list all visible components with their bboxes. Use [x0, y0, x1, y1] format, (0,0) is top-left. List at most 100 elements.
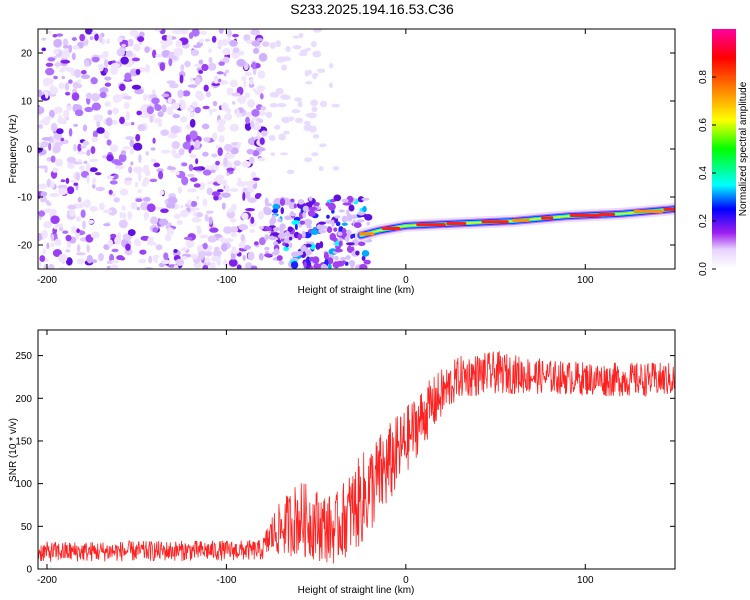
spectrogram-burst-blob: [358, 241, 366, 247]
spectrogram-noise-blob: [281, 56, 292, 62]
spectrogram-noise-blob: [137, 172, 142, 182]
spectrogram-burst-blob: [297, 199, 305, 205]
spectrogram-noise-blob: [258, 226, 264, 230]
snr-ytick-label: 200: [15, 394, 32, 405]
spectrogram-noise-blob: [211, 191, 221, 197]
spectrogram-noise-blob: [230, 232, 238, 238]
spectrogram-burst-blob: [282, 242, 287, 247]
spectrogram-noise-blob: [304, 157, 313, 163]
spectrogram-noise-blob: [190, 253, 198, 260]
spectrogram-noise-blob: [221, 102, 229, 112]
spectrogram-noise-blob: [229, 79, 238, 88]
spectrogram-noise-blob: [265, 111, 273, 119]
spectrogram-noise-blob: [193, 63, 202, 67]
spectrogram-noise-blob: [224, 143, 233, 152]
spectrogram-noise-blob: [58, 226, 64, 232]
spectrogram-noise-blob: [101, 51, 108, 59]
spectrogram-noise-blob: [95, 186, 105, 192]
spectrogram-noise-blob: [57, 184, 68, 190]
spectrogram-noise-blob: [218, 29, 224, 35]
spectrogram-noise-blob: [187, 173, 195, 177]
colorbar-tick-label: 0.4: [698, 166, 709, 180]
spectrogram-burst-blob: [361, 255, 366, 261]
spectrogram-burst-blob: [301, 230, 306, 238]
spectrogram-noise-blob: [238, 223, 249, 231]
spectrogram-noise-blob: [102, 209, 113, 214]
spectrogram-noise-blob: [204, 257, 211, 264]
spectrogram-noise-blob: [177, 186, 183, 194]
spectrogram-noise-blob: [216, 257, 221, 267]
spectrogram-noise-blob: [225, 69, 230, 74]
spectrogram-burst-blob: [340, 256, 347, 261]
spectrogram-noise-blob: [46, 30, 52, 35]
spectrogram-noise-blob: [129, 148, 134, 155]
spectrogram-noise-blob: [224, 238, 234, 243]
spectrogram-noise-blob: [53, 226, 58, 230]
spectrogram-noise-blob: [92, 177, 96, 185]
spectrogram-noise-blob: [74, 69, 81, 78]
spectrogram-burst-blob: [331, 209, 335, 214]
spectrogram-noise-blob: [143, 211, 150, 219]
spectrogram-noise-blob: [226, 167, 235, 172]
spectrogram-burst-blob: [361, 250, 370, 257]
spectrogram-noise-blob: [198, 69, 204, 74]
spectrogram-noise-blob: [160, 129, 170, 137]
spectrogram-noise-blob: [213, 195, 219, 201]
spectrogram-noise-blob: [86, 175, 90, 184]
spectrogram-noise-blob: [91, 102, 102, 111]
spectrogram-noise-blob: [215, 160, 220, 166]
spectrogram-noise-blob: [254, 193, 261, 200]
spectrogram-noise-blob: [48, 263, 55, 269]
spectrogram-noise-blob: [231, 246, 237, 254]
spectrogram-noise-blob: [59, 69, 65, 73]
spectrogram-noise-blob: [167, 54, 177, 59]
spectrogram-noise-blob: [243, 34, 251, 42]
spectrogram-noise-blob: [60, 179, 66, 183]
spectrogram-noise-blob: [79, 33, 86, 42]
spectrogram-noise-blob: [281, 116, 291, 124]
spectrogram-noise-blob: [332, 166, 340, 171]
spectrogram-noise-blob: [197, 92, 205, 102]
snr-ytick-label: 250: [15, 351, 32, 362]
spectrogram-noise-blob: [119, 211, 124, 219]
spectrogram-noise-blob: [94, 172, 102, 176]
spectrogram-noise-blob: [311, 152, 319, 157]
spectrogram-noise-blob: [65, 257, 73, 266]
spectrogram-noise-blob: [116, 48, 125, 57]
spectrogram-noise-blob: [166, 106, 174, 116]
spectrogram-burst-blob: [341, 215, 348, 223]
spectrogram-noise-blob: [224, 185, 230, 193]
spectrogram-noise-blob: [248, 156, 255, 164]
spectrogram-noise-blob: [130, 122, 135, 126]
spectrogram-noise-blob: [76, 244, 81, 253]
spectrogram-noise-blob: [109, 180, 118, 185]
spectrogram-burst-blob: [322, 225, 329, 230]
spectrogram-noise-blob: [172, 113, 181, 119]
spectrogram-noise-blob: [137, 189, 142, 194]
spectrogram-noise-blob: [108, 189, 113, 195]
spectrogram-noise-blob: [77, 196, 82, 203]
spectrogram-noise-blob: [79, 201, 85, 208]
spectrogram-noise-blob: [175, 258, 185, 267]
spectrogram-noise-blob: [196, 195, 200, 200]
spectrogram-noise-blob: [258, 253, 264, 261]
spectrogram-burst-blob: [331, 219, 335, 228]
spectrogram-noise-blob: [90, 146, 96, 155]
spectrogram-xtick-label: 100: [577, 275, 594, 286]
spectrogram-noise-blob: [217, 118, 227, 125]
spectrogram-noise-blob: [40, 191, 48, 197]
spectrogram-noise-blob: [163, 252, 169, 260]
spectrogram-noise-blob: [254, 90, 263, 96]
spectrogram-noise-blob: [257, 210, 264, 220]
spectrogram-noise-blob: [142, 197, 151, 202]
spectrogram-noise-blob: [58, 253, 68, 263]
spectrogram-noise-blob: [169, 82, 179, 89]
spectrogram-noise-blob: [294, 97, 303, 102]
spectrogram-noise-blob: [110, 264, 119, 269]
spectrogram-burst-blob: [307, 209, 316, 217]
spectrogram-noise-blob: [77, 79, 82, 84]
spectrogram-noise-blob: [285, 45, 291, 53]
spectrogram-noise-blob: [52, 33, 58, 38]
spectrogram-noise-blob: [164, 233, 172, 242]
spectrogram-noise-blob: [124, 72, 132, 81]
